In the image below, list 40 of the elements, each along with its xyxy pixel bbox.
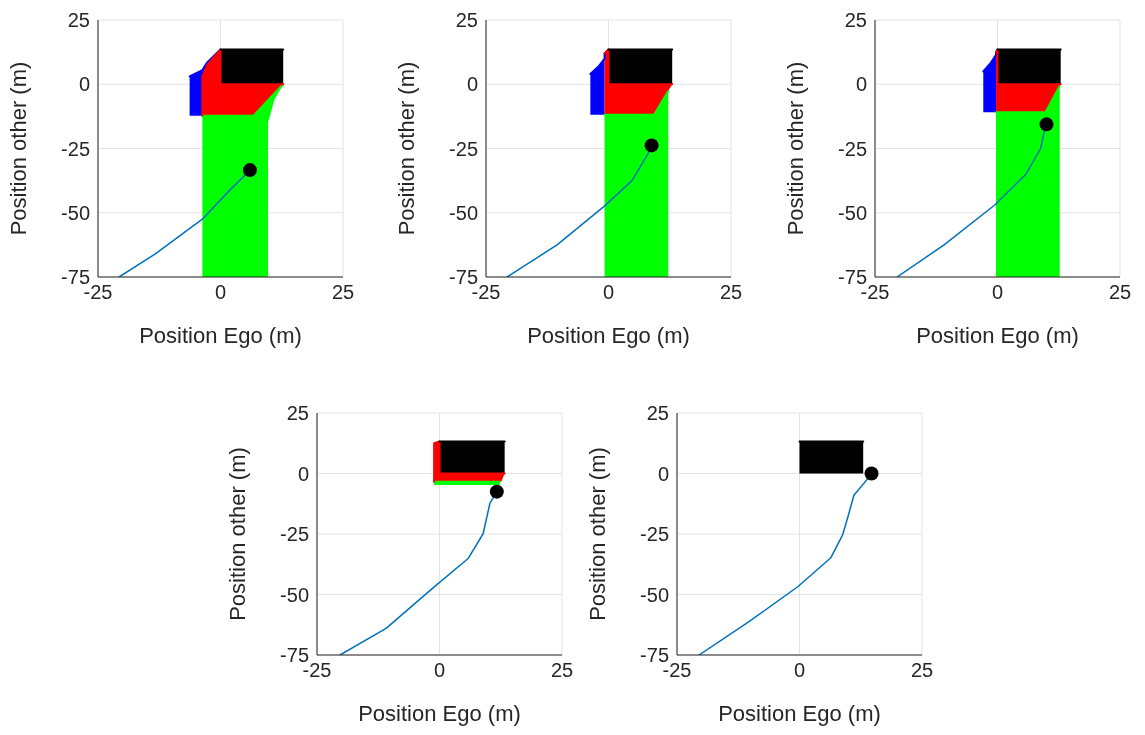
x-tick-label: 25 [550,659,574,682]
y-tick-label: 0 [297,462,309,485]
y-tick-label: -50 [838,201,867,224]
y-axis-title: Position other (m) [5,61,31,236]
x-tick-label: 0 [214,281,227,304]
x-axis-title: Position Ego (m) [358,701,521,726]
y-tick-label: -50 [61,201,90,224]
x-tick-label: 25 [910,659,934,682]
x-axis-title: Position Ego (m) [527,323,690,348]
y-tick-label: 25 [455,9,478,32]
y-tick-label: 0 [78,73,90,96]
y-tick-label: 0 [657,462,669,485]
y-tick-label: 25 [844,9,867,32]
x-tick-label: 0 [433,659,446,682]
y-axis-title: Position other (m) [393,61,419,236]
y-axis-title: Position other (m) [584,447,610,621]
y-tick-label: -25 [61,137,90,160]
y-axis-title: Position other (m) [224,447,250,621]
x-tick-label: 25 [1108,281,1132,304]
y-tick-label: -50 [640,583,669,606]
x-axis-title: Position Ego (m) [718,701,881,726]
y-tick-label: 25 [646,402,669,425]
y-tick-label: 0 [466,73,478,96]
x-tick-label: 25 [719,281,743,304]
y-tick-label: -25 [280,523,309,546]
x-tick-label: 0 [793,659,806,682]
y-axis-title: Position other (m) [782,61,808,236]
y-tick-label: 0 [855,73,867,96]
y-tick-label: 25 [286,402,309,425]
y-tick-label: -25 [640,523,669,546]
x-tick-label: 0 [991,281,1004,304]
x-axis-title: Position Ego (m) [139,323,302,348]
x-tick-label: 25 [331,281,355,304]
x-tick-label: 0 [602,281,615,304]
y-tick-label: -25 [449,137,478,160]
y-tick-label: 25 [67,9,90,32]
y-tick-label: -25 [838,137,867,160]
x-axis-title: Position Ego (m) [916,323,1079,348]
y-tick-label: -50 [280,583,309,606]
y-tick-label: -50 [449,201,478,224]
